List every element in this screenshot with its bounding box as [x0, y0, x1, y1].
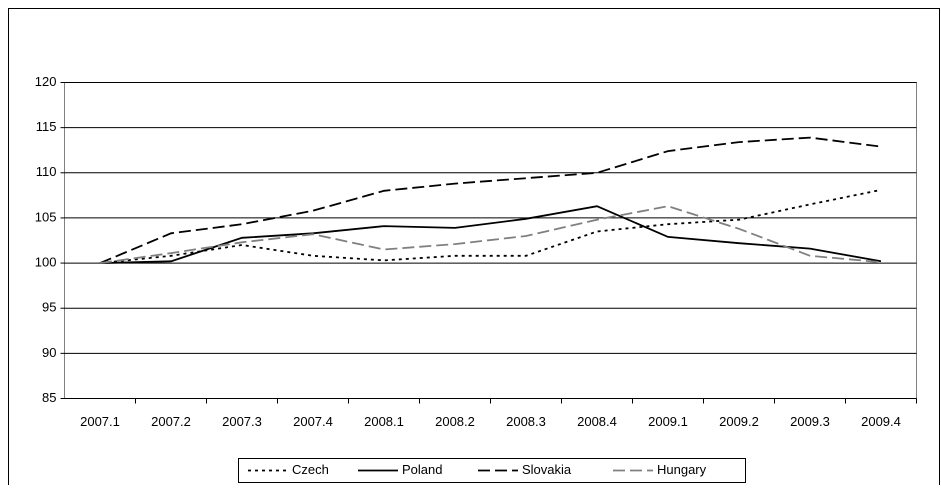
y-tick-label: 95	[42, 300, 56, 315]
x-tick-label: 2009.1	[648, 414, 688, 429]
x-tick-label: 2008.2	[435, 414, 475, 429]
x-tick-label: 2009.3	[790, 414, 830, 429]
y-tick-label: 100	[35, 255, 57, 270]
legend-box	[238, 458, 746, 483]
chart-border	[8, 8, 940, 489]
y-tick-label: 105	[35, 209, 57, 224]
y-tick-label: 90	[42, 345, 56, 360]
legend-label: Hungary	[657, 462, 707, 477]
x-tick-label: 2009.2	[719, 414, 759, 429]
legend-label: Poland	[402, 462, 442, 477]
series-line	[99, 189, 882, 264]
legend-label: Slovakia	[522, 462, 572, 477]
y-tick-label: 110	[36, 164, 57, 179]
legend-label: Czech	[292, 462, 329, 477]
x-tick-label: 2008.4	[577, 414, 617, 429]
x-tick-label: 2007.2	[151, 414, 191, 429]
x-tick-label: 2008.1	[364, 414, 404, 429]
y-tick-label: 115	[36, 119, 57, 134]
x-tick-label: 2008.3	[506, 414, 546, 429]
x-tick-label: 2009.4	[861, 414, 901, 429]
y-tick-label: 85	[42, 390, 56, 405]
series-line	[99, 205, 882, 264]
series-line	[99, 136, 882, 264]
y-tick-label: 120	[35, 74, 57, 89]
series-line	[99, 205, 882, 264]
x-tick-label: 2007.3	[222, 414, 262, 429]
x-tick-label: 2007.1	[80, 414, 120, 429]
x-tick-label: 2007.4	[293, 414, 333, 429]
